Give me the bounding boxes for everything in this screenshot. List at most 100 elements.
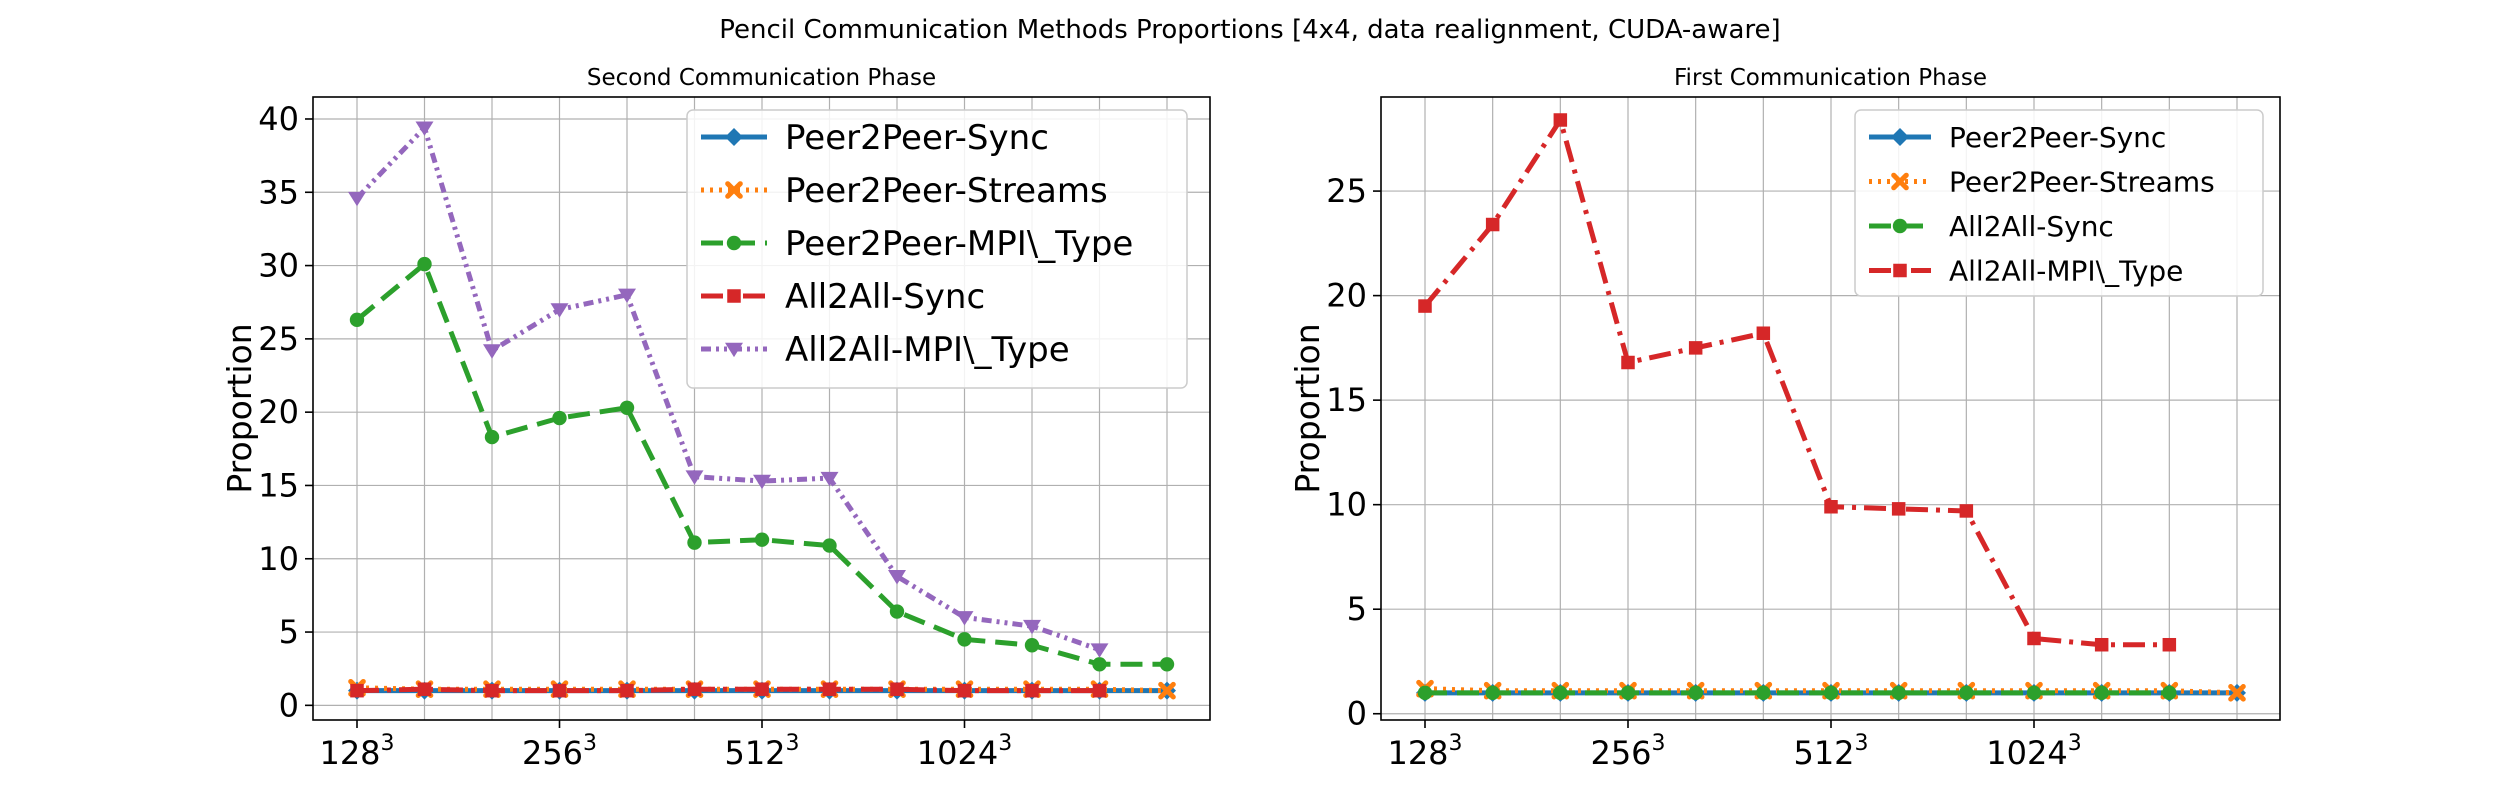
legend-box bbox=[686, 109, 1188, 389]
data-point bbox=[1621, 355, 1635, 370]
y-tick-label: 10 bbox=[258, 540, 299, 578]
data-point bbox=[957, 632, 972, 647]
legend: Peer2Peer-Sync Peer2Peer-Streams All2All-S… bbox=[1854, 109, 2264, 297]
data-point bbox=[1553, 113, 1568, 127]
legend-label: Peer2Peer-Streams bbox=[1949, 166, 2215, 199]
data-point bbox=[1688, 685, 1703, 701]
data-point bbox=[485, 683, 499, 698]
data-point bbox=[1418, 299, 1432, 313]
data-point bbox=[1024, 638, 1040, 653]
y-tick-label: 25 bbox=[258, 320, 299, 358]
data-point bbox=[2027, 631, 2041, 646]
data-point bbox=[2094, 637, 2109, 652]
legend-marker bbox=[1891, 128, 1909, 146]
panel-2: 0 5 10 15 20 25 1283 2563 5123 10243 First Communi… bbox=[1288, 65, 2281, 772]
legend-label: All2All-MPI\_Type bbox=[785, 330, 1070, 370]
legend-label: Peer2Peer-Sync bbox=[1949, 121, 2166, 154]
y-tick-label: 20 bbox=[1326, 277, 1367, 315]
data-point bbox=[1417, 685, 1433, 701]
data-point bbox=[754, 532, 770, 547]
data-point bbox=[1891, 502, 1906, 516]
data-point bbox=[350, 683, 364, 698]
series-all2all-mpi-type bbox=[1418, 113, 2177, 652]
data-point bbox=[1485, 685, 1500, 701]
legend: Peer2Peer-Sync Peer2Peer-Streams Peer2Peer… bbox=[686, 109, 1188, 389]
x-tick-label: 5123 bbox=[724, 731, 799, 772]
data-point bbox=[687, 682, 702, 696]
y-tick-label: 0 bbox=[1347, 695, 1367, 733]
data-point bbox=[619, 400, 635, 415]
y-axis-label: Proportion bbox=[220, 323, 259, 493]
legend-box bbox=[1854, 109, 2264, 297]
x-tick-label: 2563 bbox=[522, 731, 597, 772]
data-point bbox=[550, 303, 569, 318]
data-point bbox=[1823, 685, 1839, 701]
legend-label: Peer2Peer-Streams bbox=[785, 171, 1108, 211]
y-tick-label: 5 bbox=[279, 613, 299, 651]
y-tick-label: 15 bbox=[1326, 381, 1367, 419]
y-tick-label: 10 bbox=[1326, 486, 1367, 524]
y-tick-label: 40 bbox=[258, 100, 299, 138]
panel-title: Second Communication Phase bbox=[587, 65, 936, 91]
legend-marker bbox=[725, 342, 743, 358]
series-line bbox=[355, 125, 1101, 652]
data-point bbox=[484, 429, 500, 445]
data-point bbox=[685, 470, 704, 485]
data-point bbox=[1159, 657, 1175, 672]
data-point bbox=[552, 683, 567, 698]
data-point bbox=[2094, 685, 2109, 701]
y-axis-label: Proportion bbox=[1288, 323, 1327, 493]
series-all2all-sync bbox=[350, 682, 1107, 698]
y-tick-label: 35 bbox=[258, 173, 299, 211]
series-all2all-mpi-type bbox=[348, 121, 1109, 658]
x-tick-label: 2563 bbox=[1590, 731, 1665, 772]
y-tick-label: 30 bbox=[258, 247, 299, 285]
series-peer2peer-mpi-type bbox=[349, 256, 1175, 672]
data-point bbox=[1756, 685, 1771, 701]
legend-label: All2All-Sync bbox=[1949, 210, 2114, 243]
legend-marker bbox=[726, 235, 742, 251]
x-tick-label: 10243 bbox=[1986, 731, 2081, 772]
y-tick-label: 15 bbox=[258, 466, 299, 504]
data-point bbox=[620, 683, 634, 698]
data-point bbox=[1553, 685, 1568, 701]
data-point bbox=[1092, 683, 1107, 698]
data-point bbox=[822, 538, 837, 553]
x-tick-label: 1283 bbox=[319, 731, 394, 772]
data-point bbox=[618, 288, 636, 303]
data-point bbox=[2162, 685, 2177, 701]
legend-marker bbox=[725, 128, 743, 146]
data-point bbox=[687, 535, 702, 550]
data-point bbox=[1090, 643, 1109, 658]
data-point bbox=[2162, 637, 2177, 652]
x-tick-label: 5123 bbox=[1793, 731, 1868, 772]
data-point bbox=[2026, 685, 2042, 701]
data-point bbox=[1959, 504, 1974, 518]
data-point bbox=[1688, 341, 1703, 355]
data-point bbox=[1158, 681, 1176, 700]
data-point bbox=[822, 682, 837, 696]
data-point bbox=[1620, 685, 1636, 701]
data-point bbox=[755, 682, 769, 696]
legend-label: All2All-MPI\_Type bbox=[1949, 255, 2183, 288]
data-point bbox=[1025, 683, 1039, 698]
data-point bbox=[417, 682, 432, 696]
data-point bbox=[820, 471, 839, 487]
series-line bbox=[356, 686, 1100, 694]
legend-label: Peer2Peer-Sync bbox=[785, 118, 1049, 158]
series-line bbox=[1423, 117, 2170, 648]
data-point bbox=[415, 121, 434, 136]
data-point bbox=[1023, 619, 1041, 635]
figure-title: Pencil Communication Methods Proportions… bbox=[719, 15, 1780, 45]
y-tick-label: 20 bbox=[258, 393, 299, 431]
data-point bbox=[1092, 657, 1107, 672]
data-point bbox=[1891, 685, 1906, 701]
data-point bbox=[2228, 684, 2246, 702]
data-point bbox=[1959, 685, 1974, 701]
legend-label: Peer2Peer-MPI\_Type bbox=[785, 224, 1133, 264]
data-point bbox=[955, 611, 974, 626]
data-point bbox=[348, 191, 366, 207]
legend-marker bbox=[1893, 263, 1907, 278]
